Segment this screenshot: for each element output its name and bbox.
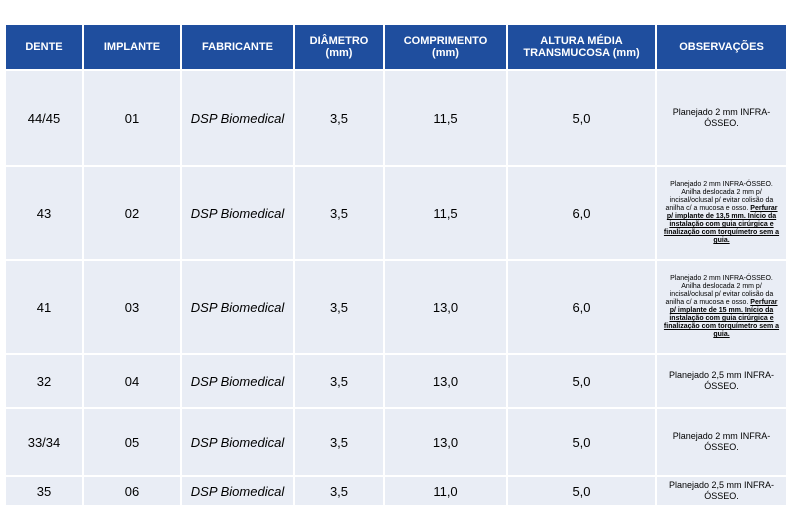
obs-text: Planejado 2 mm INFRA-ÓSSEO.: [672, 431, 771, 452]
table-header: DENTE IMPLANTE FABRICANTE DIÂMETRO (mm) …: [6, 25, 786, 71]
cell-diametro: 3,5: [294, 354, 385, 409]
cell-observacoes: Planejado 2,5 mm INFRA-ÓSSEO.: [656, 476, 786, 507]
header-dente-label: DENTE: [25, 41, 63, 53]
header-implante-label: IMPLANTE: [103, 41, 161, 53]
obs-text: Planejado 2 mm INFRA-ÓSSEO. Anilha deslo…: [665, 181, 774, 212]
header-observacoes-label: OBSERVAÇÕES: [679, 41, 764, 53]
cell-altura: 5,0: [507, 476, 657, 507]
header-diametro-line1: DIÂMETRO: [309, 35, 369, 47]
cell-implante: 01: [83, 70, 182, 167]
table-row: 41 03 DSP Biomedical 3,5 13,0 6,0 Planej…: [6, 260, 786, 355]
cell-altura: 6,0: [507, 166, 657, 261]
table-body: 44/45 01 DSP Biomedical 3,5 11,5 5,0 Pla…: [6, 70, 786, 507]
header-comprimento-line1: COMPRIMENTO: [403, 35, 488, 47]
obs-note: Perfurar p/ implante de 15 mm. Início da…: [663, 299, 780, 338]
header-observacoes: OBSERVAÇÕES: [656, 25, 786, 71]
cell-dente: 41: [6, 260, 84, 355]
cell-fabricante: DSP Biomedical: [181, 476, 295, 507]
cell-comprimento: 13,0: [384, 260, 508, 355]
implant-planning-table: DENTE IMPLANTE FABRICANTE DIÂMETRO (mm) …: [6, 25, 786, 507]
cell-diametro: 3,5: [294, 260, 385, 355]
header-fabricante: FABRICANTE: [181, 25, 295, 71]
table-row: 33/34 05 DSP Biomedical 3,5 13,0 5,0 Pla…: [6, 408, 786, 477]
header-altura-line1: ALTURA MÉDIA: [540, 35, 623, 47]
obs-text: Planejado 2 mm INFRA-ÓSSEO.: [672, 107, 771, 128]
cell-diametro: 3,5: [294, 408, 385, 477]
header-fabricante-label: FABRICANTE: [202, 41, 273, 53]
obs-text: Planejado 2 mm INFRA-ÓSSEO. Anilha deslo…: [665, 275, 774, 306]
obs-note: Perfurar p/ implante de 13,5 mm. Início …: [663, 205, 780, 244]
cell-implante: 04: [83, 354, 182, 409]
cell-observacoes: Planejado 2 mm INFRA-ÓSSEO.: [656, 408, 786, 477]
cell-observacoes: Planejado 2,5 mm INFRA-ÓSSEO.: [656, 354, 786, 409]
cell-fabricante: DSP Biomedical: [181, 166, 295, 261]
obs-text: Planejado 2,5 mm INFRA-ÓSSEO.: [668, 480, 775, 501]
cell-fabricante: DSP Biomedical: [181, 70, 295, 167]
cell-dente: 33/34: [6, 408, 84, 477]
header-comprimento: COMPRIMENTO (mm): [384, 25, 508, 71]
cell-implante: 02: [83, 166, 182, 261]
cell-dente: 35: [6, 476, 84, 507]
cell-dente: 43: [6, 166, 84, 261]
header-altura: ALTURA MÉDIA TRANSMUCOSA (mm): [507, 25, 657, 71]
cell-observacoes: Planejado 2 mm INFRA-ÓSSEO. Anilha deslo…: [656, 260, 786, 355]
cell-fabricante: DSP Biomedical: [181, 408, 295, 477]
header-dente: DENTE: [6, 25, 84, 71]
cell-altura: 5,0: [507, 70, 657, 167]
header-diametro: DIÂMETRO (mm): [294, 25, 385, 71]
table-row: 44/45 01 DSP Biomedical 3,5 11,5 5,0 Pla…: [6, 70, 786, 167]
header-row: DENTE IMPLANTE FABRICANTE DIÂMETRO (mm) …: [6, 25, 786, 71]
header-diametro-line2: (mm): [325, 47, 353, 59]
cell-dente: 32: [6, 354, 84, 409]
table-row: 43 02 DSP Biomedical 3,5 11,5 6,0 Planej…: [6, 166, 786, 261]
cell-diametro: 3,5: [294, 476, 385, 507]
cell-diametro: 3,5: [294, 166, 385, 261]
cell-comprimento: 11,5: [384, 70, 508, 167]
cell-fabricante: DSP Biomedical: [181, 260, 295, 355]
cell-observacoes: Planejado 2 mm INFRA-ÓSSEO.: [656, 70, 786, 167]
header-comprimento-line2: (mm): [432, 47, 459, 59]
cell-altura: 5,0: [507, 408, 657, 477]
table-row: 35 06 DSP Biomedical 3,5 11,0 5,0 Planej…: [6, 476, 786, 507]
table-row: 32 04 DSP Biomedical 3,5 13,0 5,0 Planej…: [6, 354, 786, 409]
header-implante: IMPLANTE: [83, 25, 182, 71]
cell-fabricante: DSP Biomedical: [181, 354, 295, 409]
cell-altura: 6,0: [507, 260, 657, 355]
cell-implante: 06: [83, 476, 182, 507]
cell-comprimento: 13,0: [384, 354, 508, 409]
cell-dente: 44/45: [6, 70, 84, 167]
cell-implante: 05: [83, 408, 182, 477]
obs-text: Planejado 2,5 mm INFRA-ÓSSEO.: [668, 370, 775, 391]
cell-comprimento: 11,0: [384, 476, 508, 507]
cell-observacoes: Planejado 2 mm INFRA-ÓSSEO. Anilha deslo…: [656, 166, 786, 261]
cell-altura: 5,0: [507, 354, 657, 409]
cell-comprimento: 11,5: [384, 166, 508, 261]
cell-comprimento: 13,0: [384, 408, 508, 477]
header-altura-line2: TRANSMUCOSA (mm): [523, 47, 640, 59]
cell-diametro: 3,5: [294, 70, 385, 167]
cell-implante: 03: [83, 260, 182, 355]
